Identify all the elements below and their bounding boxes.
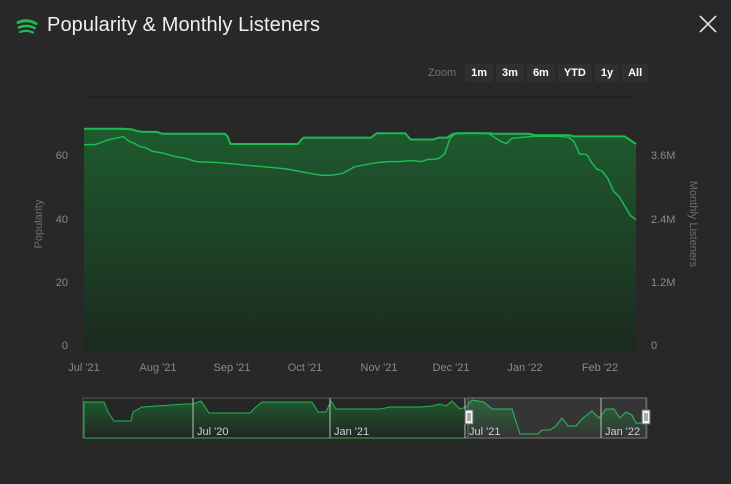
- y-tick-label-right: 0: [651, 340, 657, 352]
- x-tick-label: Sep '21: [214, 362, 251, 374]
- zoom-1m-button[interactable]: 1m: [465, 64, 494, 82]
- navigator-handle-right[interactable]: [641, 409, 651, 425]
- navigator-tick-label: Jan '22: [605, 426, 640, 438]
- y-tick-label: 60: [56, 150, 68, 162]
- navigator-tick-label: Jul '21: [469, 426, 500, 438]
- zoom-label: Zoom: [428, 67, 457, 79]
- navigator-series-area: [83, 399, 647, 439]
- navigator-handle-left[interactable]: [464, 409, 474, 425]
- zoom-3m-button[interactable]: 3m: [496, 64, 524, 82]
- y-axis-right: 3.6M 2.4M 1.2M 0 Monthly Listeners: [651, 150, 699, 352]
- navigator-background: [82, 397, 648, 439]
- zoom-all-button[interactable]: All: [622, 64, 649, 82]
- zoom-ytd-button[interactable]: YTD: [557, 64, 592, 82]
- x-tick-label: Oct '21: [288, 362, 323, 374]
- y-tick-label: 0: [62, 340, 68, 352]
- y-tick-label: 20: [56, 277, 68, 289]
- x-tick-label: Aug '21: [140, 362, 177, 374]
- navigator-tick-label: Jul '20: [197, 426, 228, 438]
- navigator-selection[interactable]: [467, 397, 647, 439]
- y-tick-label-right: 3.6M: [651, 150, 675, 162]
- x-axis: Jul '21 Aug '21 Sep '21 Oct '21 Nov '21 …: [68, 362, 618, 374]
- y-axis-title-right: Monthly Listeners: [687, 181, 699, 268]
- x-tick-label: Feb '22: [582, 362, 618, 374]
- close-icon[interactable]: [698, 14, 718, 34]
- y-tick-label-right: 1.2M: [651, 277, 675, 289]
- y-tick-label: 40: [56, 214, 68, 226]
- y-tick-label-right: 2.4M: [651, 214, 675, 226]
- dialog-header: Popularity & Monthly Listeners: [0, 0, 731, 56]
- navigator: Jul '20 Jan '21 Jul '21 Jan '22: [82, 397, 651, 439]
- x-tick-label: Nov '21: [361, 362, 398, 374]
- x-tick-label: Jul '21: [68, 362, 99, 374]
- x-tick-label: Jan '22: [507, 362, 542, 374]
- zoom-1y-button[interactable]: 1y: [594, 64, 620, 82]
- y-axis-title-left: Popularity: [33, 199, 45, 248]
- monthly-listeners-line: [84, 132, 637, 221]
- spotify-icon: [16, 19, 38, 34]
- navigator-tick-label: Jan '21: [334, 426, 369, 438]
- x-tick-label: Dec '21: [433, 362, 470, 374]
- popularity-area: [84, 128, 636, 351]
- zoom-6m-button[interactable]: 6m: [526, 64, 555, 82]
- chart-grid: [84, 96, 636, 352]
- zoom-controls: Zoom 1m 3m 6m YTD 1y All: [428, 63, 649, 83]
- y-axis-left: 60 40 20 0 Popularity: [33, 150, 68, 352]
- popularity-line: [84, 127, 637, 145]
- page-title: Popularity & Monthly Listeners: [47, 14, 321, 36]
